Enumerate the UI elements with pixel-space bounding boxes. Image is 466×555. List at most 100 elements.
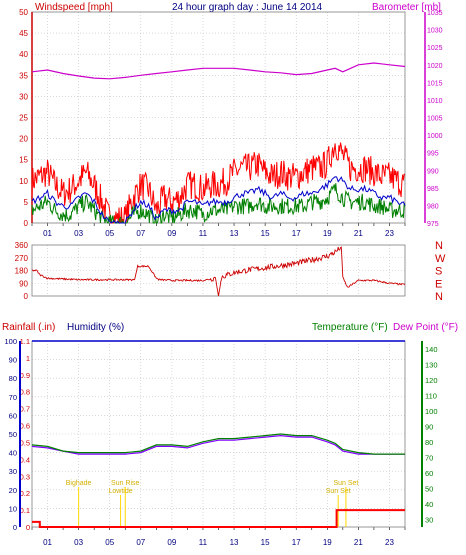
x-tick-label: 11 <box>199 229 208 238</box>
x-tick-label: 07 <box>136 229 145 238</box>
barometer-axis-title: Barometer [mb] <box>372 2 441 13</box>
x-tick-label: 19 <box>323 538 332 547</box>
rain-tick-label: 0.2 <box>20 489 30 498</box>
temperature-tick-label: 40 <box>425 500 433 509</box>
y-right-tick-label: 1035 <box>427 10 443 17</box>
y-left-tick-label: 5 <box>24 198 29 207</box>
x-tick-label: 13 <box>230 229 239 238</box>
humidity-tick-label: 0 <box>13 523 17 532</box>
rain-tick-label: 0.6 <box>20 422 30 431</box>
x-tick-label: 09 <box>167 229 176 238</box>
y-tick-label: 180 <box>15 267 29 276</box>
dewpoint-axis-title: Dew Point (°F) <box>393 322 458 333</box>
temperature-tick-label: 100 <box>425 407 438 416</box>
y-left-tick-label: 40 <box>19 50 28 59</box>
compass-label: N <box>435 240 443 252</box>
y-right-tick-label: 1005 <box>427 116 443 123</box>
y-right-tick-label: 995 <box>427 151 439 158</box>
x-tick-label: 01 <box>43 229 52 238</box>
x-tick-label: 11 <box>199 538 208 547</box>
rainfall-axis-title: Rainfall (.in) <box>2 322 55 333</box>
x-tick-label: 15 <box>261 538 270 547</box>
temperature-tick-label: 50 <box>425 484 433 493</box>
rain-tick-label: 1 <box>26 354 30 363</box>
series-line-wind-direction <box>31 246 406 297</box>
y-left-tick-label: 15 <box>19 156 28 165</box>
y-left-tick-label: 50 <box>19 8 28 17</box>
temperature-tick-label: 140 <box>425 345 438 354</box>
chart-title: 24 hour graph day : June 14 2014 <box>172 2 323 13</box>
x-tick-label: 17 <box>292 538 301 547</box>
temperature-tick-label: 30 <box>425 515 433 524</box>
rain-tick-label: 0.5 <box>20 438 30 447</box>
humidity-tick-label: 10 <box>9 504 17 513</box>
y-right-tick-label: 990 <box>427 168 439 175</box>
compass-label: W <box>435 253 446 265</box>
x-tick-label: 23 <box>385 229 394 238</box>
series-line-wind-avg <box>31 176 406 224</box>
annotation-label: Lowtide <box>109 488 133 495</box>
x-tick-label: 03 <box>74 229 83 238</box>
rain-tick-label: 1.1 <box>20 337 30 346</box>
compass-label: S <box>435 266 442 278</box>
rain-tick-label: 0 <box>26 523 30 532</box>
series-line-barometer <box>31 62 406 80</box>
temperature-tick-label: 90 <box>425 422 433 431</box>
x-tick-label: 01 <box>43 538 52 547</box>
temperature-tick-label: 130 <box>425 360 438 369</box>
y-left-tick-label: 45 <box>19 29 28 38</box>
rain-tick-label: 0.4 <box>20 455 30 464</box>
series-line-rain <box>32 509 405 528</box>
annotation-label: Sun Set <box>326 488 351 495</box>
y-tick-label: 360 <box>15 241 29 250</box>
compass-label: E <box>435 278 442 290</box>
annotation-label: Sun Rise <box>111 480 140 487</box>
x-tick-label: 05 <box>105 229 114 238</box>
y-left-tick-label: 30 <box>19 92 28 101</box>
humidity-tick-label: 70 <box>9 393 17 402</box>
x-tick-label: 23 <box>385 538 394 547</box>
humidity-tick-label: 60 <box>9 411 17 420</box>
y-right-tick-label: 1010 <box>427 98 443 105</box>
y-right-tick-label: 985 <box>427 186 439 193</box>
rain-tick-label: 0.3 <box>20 472 30 481</box>
humidity-tick-label: 30 <box>9 467 17 476</box>
y-right-tick-label: 1020 <box>427 63 443 70</box>
y-right-tick-label: 975 <box>427 221 439 228</box>
y-right-tick-label: 1025 <box>427 45 443 52</box>
y-right-tick-label: 1000 <box>427 133 443 140</box>
y-left-tick-label: 20 <box>19 135 28 144</box>
rain-tick-label: 0.7 <box>20 405 30 414</box>
x-tick-label: 07 <box>136 538 145 547</box>
x-tick-label: 17 <box>292 229 301 238</box>
x-tick-label: 03 <box>74 538 83 547</box>
humidity-tick-label: 100 <box>4 337 17 346</box>
y-right-tick-label: 980 <box>427 203 439 210</box>
rain-tick-label: 0.9 <box>20 371 30 380</box>
x-tick-label: 19 <box>323 229 332 238</box>
series-line-wind-gust <box>31 142 405 224</box>
temperature-tick-label: 60 <box>425 469 433 478</box>
series-line-dewpoint <box>31 434 405 455</box>
series-line-temperature <box>31 433 405 455</box>
humidity-tick-label: 40 <box>9 449 17 458</box>
y-tick-label: 90 <box>19 279 28 288</box>
y-right-tick-label: 1015 <box>427 80 443 87</box>
rain-humidity-temperature-panel: 010203040506070809010000.10.20.30.40.50.… <box>4 337 437 547</box>
wind-barometer-panel: 0510152025303540455097598098599099510001… <box>19 8 443 238</box>
temperature-tick-label: 120 <box>425 376 438 385</box>
y-tick-label: 270 <box>15 254 29 263</box>
humidity-tick-label: 20 <box>9 486 17 495</box>
x-tick-label: 21 <box>354 538 363 547</box>
temperature-tick-label: 110 <box>425 391 437 400</box>
temperature-tick-label: 80 <box>425 438 433 447</box>
y-left-tick-label: 10 <box>19 177 28 186</box>
x-tick-label: 13 <box>230 538 239 547</box>
y-left-tick-label: 0 <box>24 219 29 228</box>
x-tick-label: 21 <box>354 229 363 238</box>
humidity-tick-label: 90 <box>9 356 17 365</box>
y-left-tick-label: 25 <box>19 114 28 123</box>
x-tick-label: 15 <box>261 229 270 238</box>
